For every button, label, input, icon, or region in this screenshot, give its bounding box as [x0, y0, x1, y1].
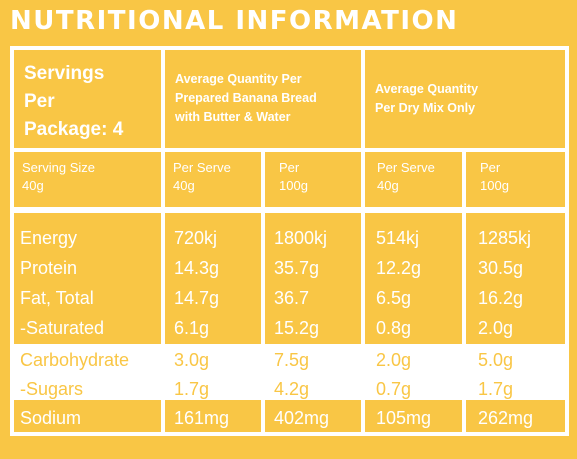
nutrient-value: 720kj [174, 228, 218, 248]
body-col2-cell [265, 213, 361, 344]
col3-header-line2: 40g [377, 178, 399, 193]
body-col3-cell [365, 213, 462, 344]
nutrient-name: -Saturated [20, 318, 105, 338]
sodium-col3-cell [365, 400, 462, 432]
group-dry-mix-header: Average Quantity Per Dry Mix Only [365, 50, 565, 148]
col2-header-line2: 100g [279, 178, 308, 193]
nutrient-name: Fat, Total [20, 288, 94, 308]
nutrient-name: Carbohydrate [20, 350, 130, 370]
nutrient-value: 14.3g [174, 258, 220, 278]
group-prepared-header: Average Quantity Per Prepared Banana Bre… [165, 50, 361, 148]
sodium-col1-cell [165, 400, 261, 432]
nutrient-value: 0.8g [376, 318, 412, 338]
serving-size-value: 40g [22, 178, 44, 193]
nutrient-value: 14.7g [174, 288, 220, 308]
col3-header-line1: Per Serve [377, 160, 435, 175]
nutrient-value: 6.5g [376, 288, 412, 308]
col4-header-line2: 100g [480, 178, 509, 193]
nutrient-value: 7.5g [274, 350, 310, 370]
servings-line2: Per [24, 91, 55, 112]
nutrient-value: 161mg [174, 408, 230, 428]
nutrient-value: 3.0g [174, 350, 210, 370]
nutrient-value: 5.0g [478, 350, 514, 370]
nutrient-name: Protein [20, 258, 78, 278]
col3-header: Per Serve 40g [365, 152, 462, 207]
body-col1-cell [165, 213, 261, 344]
col1-header: Per Serve 40g [165, 152, 261, 207]
nutrient-name: Energy [20, 228, 78, 248]
nutrient-value: 1.7g [174, 379, 210, 399]
col1-header-line1: Per Serve [173, 160, 231, 175]
col1-header-line2: 40g [173, 178, 195, 193]
serving-size-cell: Serving Size 40g [14, 152, 161, 207]
nutrient-value: 514kj [376, 228, 420, 248]
carbohydrate-band [10, 344, 569, 399]
nutrient-name: Sodium [20, 408, 82, 428]
sodium-name-cell [14, 400, 161, 432]
servings-cell: Servings Per Package: 4 [14, 50, 161, 148]
nutrient-value: 0.7g [376, 379, 412, 399]
col2-header: Per 100g [265, 152, 361, 207]
nutrient-name: -Sugars [20, 379, 84, 399]
nutrient-value: 1285kj [478, 228, 532, 248]
nutrient-value: 6.1g [174, 318, 210, 338]
body-names-cell [14, 213, 161, 344]
nutrient-value: 262mg [478, 408, 534, 428]
group1-line3: with Butter & Water [175, 110, 291, 124]
page-title: NUTRITIONAL INFORMATION [10, 6, 459, 36]
nutrient-value: 15.2g [274, 318, 320, 338]
nutrient-value: 35.7g [274, 258, 320, 278]
group2-line2: Per Dry Mix Only [375, 101, 476, 115]
body-col4-cell [466, 213, 565, 344]
col2-header-line1: Per [279, 160, 300, 175]
nutrient-value: 16.2g [478, 288, 524, 308]
col4-header-line1: Per [480, 160, 501, 175]
group1-line2: Prepared Banana Bread [175, 91, 317, 105]
servings-line3: Package: 4 [24, 119, 124, 140]
group1-line1: Average Quantity Per [175, 72, 302, 86]
nutrient-value: 12.2g [376, 258, 422, 278]
nutrient-value: 2.0g [478, 318, 514, 338]
group2-line1: Average Quantity [375, 82, 479, 96]
nutrient-value: 36.7 [274, 288, 310, 308]
nutrient-value: 4.2g [274, 379, 310, 399]
nutrient-value: 30.5g [478, 258, 524, 278]
nutrient-value: 1800kj [274, 228, 328, 248]
serving-size-label: Serving Size [22, 160, 95, 175]
nutrient-value: 1.7g [478, 379, 514, 399]
sodium-col2-cell [265, 400, 361, 432]
nutrient-value: 105mg [376, 408, 432, 428]
servings-line1: Servings [24, 63, 105, 84]
col4-header: Per 100g [466, 152, 565, 207]
sodium-col4-cell [466, 400, 565, 432]
nutrient-value: 2.0g [376, 350, 412, 370]
nutrient-value: 402mg [274, 408, 330, 428]
